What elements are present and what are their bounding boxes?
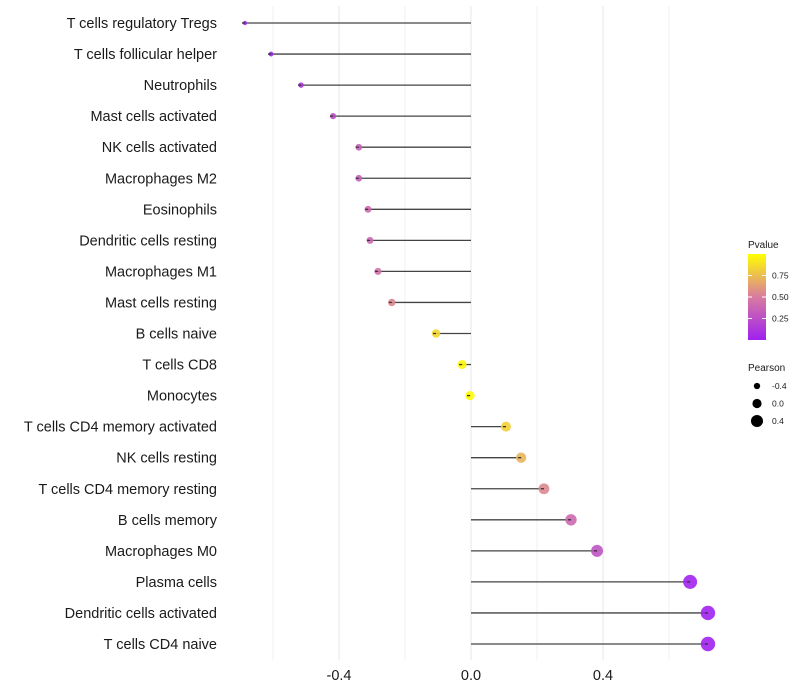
y-tick-label: Eosinophils	[143, 202, 217, 218]
y-tick-label: Dendritic cells activated	[65, 606, 217, 622]
size-legend-dot	[753, 382, 761, 390]
legend: Pvalue 0.25 0.50 0.75 Pearson -0.4 0.0 0.4	[748, 240, 789, 428]
colorbar-tick-label: 0.50	[772, 292, 789, 302]
size-legend-label: -0.4	[772, 381, 787, 391]
x-tick-label: 0.4	[593, 668, 613, 684]
y-tick-label: T cells regulatory Tregs	[67, 16, 217, 32]
y-tick-label: Dendritic cells resting	[79, 233, 217, 249]
y-tick-label: Mast cells activated	[90, 109, 217, 125]
point	[700, 605, 716, 621]
y-tick-label: T cells follicular helper	[74, 47, 217, 63]
y-tick-label: Macrophages M0	[105, 544, 217, 560]
y-tick-label: Plasma cells	[136, 575, 217, 591]
y-axis-labels: T cells regulatory Tregs T cells follicul…	[24, 16, 218, 653]
y-tick-label: Macrophages M2	[105, 171, 217, 187]
points	[241, 20, 716, 652]
size-legend-label: 0.4	[772, 416, 784, 426]
colorbar-tick-label: 0.75	[772, 271, 789, 281]
y-tick-label: T cells CD4 memory activated	[24, 420, 217, 436]
pvalue-legend-title: Pvalue	[748, 240, 779, 251]
x-tick-label: 0.0	[461, 668, 481, 684]
size-legend-label: 0.0	[772, 399, 784, 409]
colorbar-gradient	[748, 254, 766, 340]
point	[268, 51, 274, 57]
x-axis-labels: -0.4 0.0 0.4	[327, 668, 614, 684]
y-tick-label: Neutrophils	[144, 78, 217, 94]
pvalue-colorbar: 0.25 0.50 0.75	[748, 254, 789, 340]
y-tick-label: B cells naive	[136, 327, 217, 343]
y-tick-label: Monocytes	[147, 389, 217, 405]
x-tick-label: -0.4	[327, 668, 352, 684]
pearson-legend-title: Pearson	[748, 363, 785, 374]
y-tick-label: T cells CD4 naive	[104, 637, 217, 653]
y-tick-label: NK cells activated	[102, 140, 217, 156]
pearson-size-legend: -0.4 0.0 0.4	[750, 381, 787, 428]
size-legend-dot	[752, 398, 762, 409]
y-tick-label: T cells CD4 memory resting	[38, 482, 217, 498]
y-tick-label: B cells memory	[118, 513, 218, 529]
y-tick-label: NK cells resting	[116, 451, 217, 467]
colorbar-tick-label: 0.25	[772, 314, 789, 324]
y-tick-label: Mast cells resting	[105, 295, 217, 311]
size-legend-dot	[750, 414, 764, 428]
stems	[244, 22, 708, 645]
y-tick-label: Macrophages M1	[105, 264, 217, 280]
y-tick-label: T cells CD8	[142, 358, 217, 374]
point	[516, 452, 527, 463]
point	[700, 636, 716, 652]
